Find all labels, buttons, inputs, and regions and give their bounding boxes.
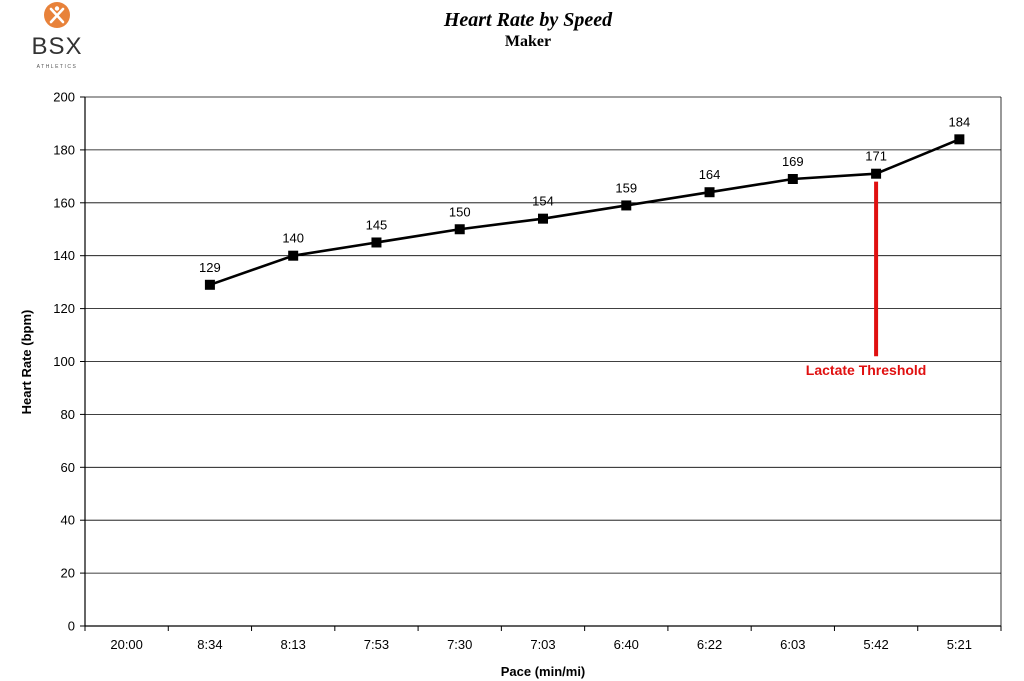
data-point-marker xyxy=(288,250,299,261)
y-tick-label: 100 xyxy=(53,354,75,369)
brand-name: BSX xyxy=(31,33,82,60)
y-tick-label: 160 xyxy=(53,195,75,210)
bsx-logo: BSX ATHLETICS xyxy=(22,0,92,72)
x-axis-label: Pace (min/mi) xyxy=(501,664,586,679)
axes xyxy=(80,96,1002,631)
x-tick-label: 6:22 xyxy=(697,637,722,652)
data-point-marker xyxy=(204,279,215,290)
data-label: 164 xyxy=(699,167,721,182)
data-label: 145 xyxy=(366,217,388,232)
annotations: Lactate Threshold xyxy=(806,181,927,378)
data-point-marker xyxy=(538,213,548,224)
x-tick-label: 5:21 xyxy=(947,637,972,652)
y-tick-label: 180 xyxy=(53,142,75,157)
data-label: 129 xyxy=(199,260,221,275)
data-label: 154 xyxy=(532,194,554,209)
data-label: 150 xyxy=(449,204,471,219)
x-tick-label: 6:40 xyxy=(614,637,639,652)
chart-title-block: Heart Rate by Speed Maker xyxy=(0,8,1024,52)
y-tick-label: 120 xyxy=(53,301,75,316)
x-tick-label: 7:30 xyxy=(447,637,472,652)
data-point-marker xyxy=(871,168,882,179)
y-tick-label: 140 xyxy=(53,248,75,263)
data-label: 171 xyxy=(865,149,887,164)
y-tick-label: 0 xyxy=(68,619,75,634)
lactate-threshold-label: Lactate Threshold xyxy=(806,362,927,378)
y-tick-label: 80 xyxy=(61,407,75,422)
x-tick-label: 7:03 xyxy=(530,637,555,652)
series-line xyxy=(209,138,960,287)
bsx-logo-graphic: BSX ATHLETICS xyxy=(31,2,82,70)
data-label: 169 xyxy=(782,154,804,169)
x-tick-label: 6:03 xyxy=(780,637,805,652)
data-point-marker xyxy=(621,200,632,211)
data-point-marker xyxy=(454,224,465,235)
chart-title: Heart Rate by Speed xyxy=(443,9,613,31)
x-tick-label: 5:42 xyxy=(863,637,888,652)
y-axis-label: Heart Rate (bpm) xyxy=(19,310,34,415)
x-tick-label: 7:53 xyxy=(364,637,389,652)
grid xyxy=(85,96,1001,574)
tick-labels: 0 20 40 60 80 100 120 140 160 180 200 20:00 8:34 8:13… xyxy=(53,90,972,653)
data-label: 159 xyxy=(615,180,637,195)
chart-subtitle: Maker xyxy=(504,33,552,50)
y-tick-label: 40 xyxy=(61,513,75,528)
y-tick-label: 200 xyxy=(53,90,75,105)
series-layer xyxy=(204,134,965,290)
x-tick-label: 8:34 xyxy=(197,637,222,652)
y-tick-label: 60 xyxy=(61,460,75,475)
y-tick-label: 20 xyxy=(61,566,75,581)
data-point-marker xyxy=(371,237,382,248)
x-tick-label: 8:13 xyxy=(281,637,306,652)
x-tick-label: 20:00 xyxy=(110,637,143,652)
data-label: 184 xyxy=(949,114,971,129)
data-point-marker xyxy=(704,187,715,198)
data-labels: 129 140 145 150 154 159 164 169 171 184 xyxy=(199,114,970,274)
data-point-marker xyxy=(787,173,798,184)
data-label: 140 xyxy=(282,231,304,246)
brand-tagline: ATHLETICS xyxy=(37,64,78,70)
data-point-marker xyxy=(954,134,965,145)
